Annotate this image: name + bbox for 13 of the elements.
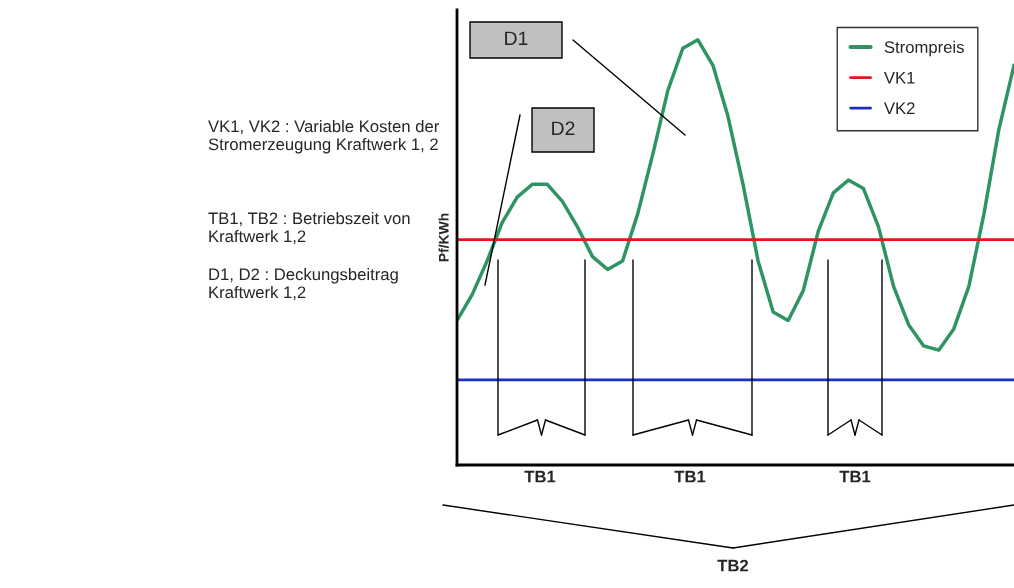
text: TB1 <box>524 470 556 483</box>
text: TB1 <box>839 470 871 483</box>
annotation: D1 <box>505 31 528 46</box>
text: TB1 <box>674 470 706 483</box>
text: D1, D2 : Deckungsbeitrag Kraftwerk 1,2 <box>209 268 398 301</box>
text: TB1, TB2 : Betriebszeit von Kraftwerk 1,2 <box>208 212 410 245</box>
legend-label: VK1 <box>883 71 915 84</box>
annotation: D2 <box>552 121 575 136</box>
legend-label: Strompreis <box>884 40 964 57</box>
legend-label: VK2 <box>883 102 915 114</box>
text: VK1, VK2 : Variable Kosten der Stromerzeugung Kraftwerk 1, 2 <box>208 120 440 154</box>
y-axis-title: Pf/KWh <box>438 213 449 262</box>
text: TB2 <box>717 559 749 572</box>
